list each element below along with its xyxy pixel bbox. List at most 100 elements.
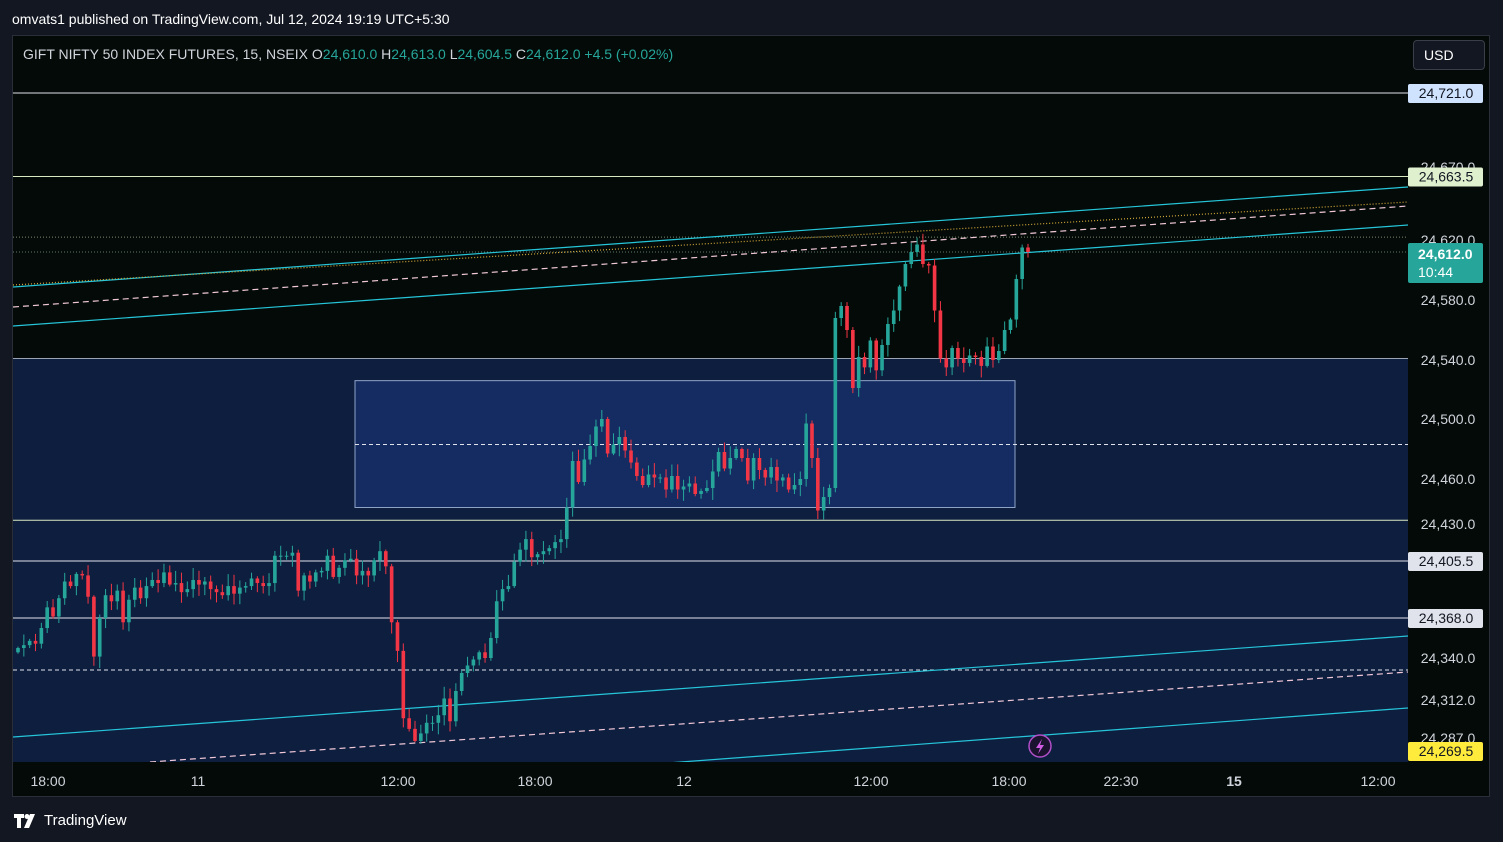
candle	[354, 549, 359, 585]
candle	[956, 341, 960, 367]
candle	[629, 439, 633, 469]
candle	[16, 646, 20, 654]
candle-body	[185, 589, 190, 593]
candle-body	[284, 555, 289, 557]
candle-body	[273, 555, 277, 584]
candle	[127, 594, 131, 632]
candle-body	[489, 638, 493, 658]
candle	[489, 632, 493, 661]
candle-body	[337, 567, 341, 577]
candle-body	[442, 698, 446, 716]
candle	[699, 488, 703, 499]
candle	[664, 469, 668, 498]
candle	[185, 581, 190, 597]
candle	[617, 426, 622, 457]
candle	[378, 541, 382, 571]
candle-body	[833, 318, 838, 488]
candle	[635, 457, 639, 481]
candle	[821, 486, 826, 520]
candle-body	[419, 733, 423, 741]
candle-body	[629, 450, 633, 463]
candle	[775, 459, 779, 493]
candle-body	[1014, 279, 1019, 320]
upper-channel-top	[13, 186, 1408, 288]
candle	[115, 584, 120, 610]
candle-body	[693, 483, 698, 494]
candle-body	[839, 306, 843, 318]
candle	[360, 560, 365, 585]
candle	[22, 634, 26, 657]
candlestick-chart[interactable]	[13, 36, 1408, 762]
candle	[430, 716, 435, 731]
candle-body	[897, 286, 902, 311]
candle	[138, 580, 143, 604]
upper-channel-dotted	[13, 201, 1408, 286]
candle	[442, 686, 446, 726]
candle-body	[1020, 247, 1024, 279]
candle	[763, 467, 768, 486]
candle-body	[845, 306, 849, 330]
candle-body	[325, 555, 330, 571]
candle-body	[226, 586, 230, 596]
candle-body	[389, 566, 394, 623]
candle	[804, 413, 808, 487]
candle	[308, 570, 312, 589]
candle	[179, 572, 184, 603]
candle	[512, 553, 517, 588]
candle-body	[821, 497, 826, 511]
candle	[261, 575, 266, 594]
candle	[780, 474, 785, 487]
candle-body	[792, 485, 797, 490]
candle	[856, 345, 861, 397]
candle	[932, 258, 937, 323]
candle	[273, 550, 277, 592]
candle-body	[600, 419, 604, 427]
candle-body	[786, 477, 791, 490]
candle-body	[302, 575, 306, 591]
candle-body	[979, 357, 984, 366]
candle	[541, 541, 546, 564]
candle-body	[570, 461, 575, 508]
candle	[80, 570, 85, 580]
candle-body	[804, 423, 808, 479]
candle	[197, 570, 201, 596]
candle-body	[991, 346, 995, 360]
candle-body	[51, 607, 55, 617]
candle-body	[483, 652, 487, 658]
candle-body	[816, 458, 820, 511]
candle	[92, 595, 96, 666]
tradingview-footer[interactable]: TradingView	[14, 812, 127, 829]
candle	[915, 237, 919, 257]
tradingview-brand: TradingView	[44, 812, 127, 829]
candle-body	[191, 580, 195, 590]
candle	[705, 480, 709, 493]
candle	[343, 553, 347, 576]
close-label: C	[515, 46, 526, 62]
candle	[238, 580, 242, 605]
candle	[553, 535, 557, 559]
candle-body	[430, 722, 435, 724]
candle-body	[611, 444, 616, 454]
candle	[880, 339, 884, 377]
candle	[220, 584, 225, 599]
candle-body	[985, 346, 989, 366]
currency-button[interactable]: USD	[1413, 40, 1485, 70]
candle	[337, 564, 341, 584]
candle-body	[716, 452, 721, 472]
candle	[454, 683, 458, 727]
candle-body	[500, 589, 505, 602]
chart-plot-area[interactable]	[13, 36, 1408, 762]
candle-body	[471, 659, 476, 666]
candle	[267, 573, 271, 596]
candle	[1002, 321, 1007, 355]
candle	[862, 352, 867, 375]
candle-body	[27, 640, 32, 646]
candle-body	[798, 479, 803, 485]
candle	[623, 430, 627, 458]
candle-body	[757, 458, 762, 470]
candle	[874, 338, 879, 380]
candle-body	[232, 586, 236, 594]
candle	[909, 243, 914, 269]
candle-body	[646, 474, 651, 485]
candle-body	[903, 264, 908, 287]
